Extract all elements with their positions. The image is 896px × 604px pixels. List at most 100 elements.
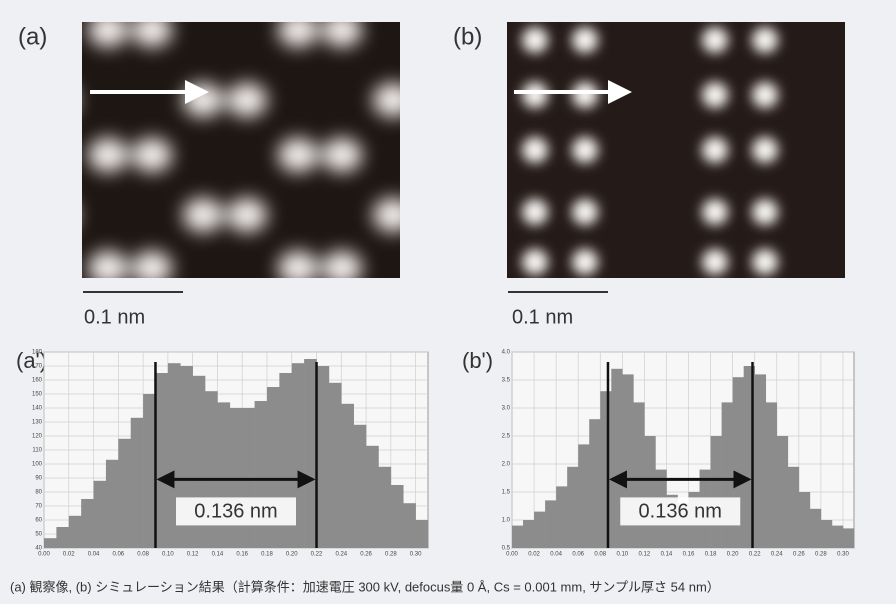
y-tick-label: 1.0 xyxy=(502,518,511,524)
x-tick-label: 0.08 xyxy=(594,552,606,558)
blob xyxy=(183,198,223,232)
y-tick-label: 120 xyxy=(32,434,43,440)
blob xyxy=(373,198,413,232)
x-tick-label: 0.30 xyxy=(410,552,422,558)
bar xyxy=(512,526,523,548)
y-tick-label: 170 xyxy=(32,364,43,370)
annotation: 0.136 nm xyxy=(639,501,722,523)
bar xyxy=(69,516,82,548)
bar xyxy=(354,425,367,548)
bar xyxy=(106,460,119,548)
blob xyxy=(702,82,728,108)
x-tick-label: 0.20 xyxy=(286,552,298,558)
x-tick-label: 0.14 xyxy=(661,552,673,558)
blob xyxy=(572,249,598,275)
x-tick-label: 0.00 xyxy=(38,552,50,558)
blob xyxy=(522,82,548,108)
blob xyxy=(882,82,896,108)
bar xyxy=(255,401,268,548)
bar xyxy=(589,419,600,548)
blob xyxy=(132,251,172,285)
bar xyxy=(94,481,107,548)
blob xyxy=(88,251,128,285)
x-tick-label: 0.28 xyxy=(815,552,827,558)
blob xyxy=(882,199,896,225)
blob xyxy=(132,13,172,47)
bar xyxy=(600,391,611,548)
simulated-image xyxy=(342,22,896,278)
x-tick-label: 0.12 xyxy=(639,552,651,558)
bar xyxy=(567,467,578,548)
bar xyxy=(821,520,832,548)
blob xyxy=(752,199,778,225)
x-tick-label: 0.06 xyxy=(112,552,124,558)
y-tick-label: 90 xyxy=(35,476,42,482)
bar xyxy=(131,418,144,548)
bar xyxy=(711,436,722,548)
y-tick-label: 40 xyxy=(35,546,42,552)
blob xyxy=(522,137,548,163)
blob xyxy=(882,249,896,275)
x-tick-label: 0.00 xyxy=(506,552,518,558)
bar xyxy=(523,520,534,548)
y-tick-label: 180 xyxy=(32,350,43,356)
bar xyxy=(578,444,589,548)
y-tick-label: 130 xyxy=(32,420,43,426)
blob xyxy=(572,82,598,108)
blob xyxy=(468,138,508,172)
bar xyxy=(755,374,766,548)
blob xyxy=(88,138,128,172)
y-tick-label: 100 xyxy=(32,462,43,468)
bar xyxy=(304,359,317,548)
y-tick-label: 60 xyxy=(35,518,42,524)
bar xyxy=(633,402,644,548)
bar xyxy=(534,512,545,548)
x-tick-label: 0.28 xyxy=(385,552,397,558)
x-tick-label: 0.22 xyxy=(311,552,323,558)
x-tick-label: 0.02 xyxy=(528,552,540,558)
y-tick-label: 140 xyxy=(32,406,43,412)
x-tick-label: 0.16 xyxy=(683,552,695,558)
blob xyxy=(373,83,413,117)
x-tick-label: 0.26 xyxy=(793,552,805,558)
bar xyxy=(118,439,131,548)
x-tick-label: 0.16 xyxy=(236,552,248,558)
blob xyxy=(702,27,728,53)
y-tick-label: 80 xyxy=(35,490,42,496)
blob xyxy=(417,198,457,232)
blob xyxy=(37,83,77,117)
bar xyxy=(317,366,330,548)
blob xyxy=(702,249,728,275)
scale-label: 0.1 nm xyxy=(84,306,145,328)
bar xyxy=(403,503,416,548)
blob xyxy=(183,83,223,117)
bar xyxy=(217,402,230,548)
y-tick-label: 50 xyxy=(35,532,42,538)
bar xyxy=(799,492,810,548)
scale-label: 0.1 nm xyxy=(512,306,573,328)
blob xyxy=(278,138,318,172)
bar xyxy=(378,467,391,548)
bar xyxy=(44,538,57,548)
x-tick-label: 0.26 xyxy=(360,552,372,558)
y-tick-label: 1.5 xyxy=(502,490,511,496)
y-tick-label: 70 xyxy=(35,504,42,510)
blob xyxy=(227,198,267,232)
bar xyxy=(391,485,404,548)
x-tick-label: 0.24 xyxy=(335,552,347,558)
y-tick-label: 3.0 xyxy=(502,406,511,412)
panel-label: (a) xyxy=(18,23,47,50)
blob xyxy=(227,83,267,117)
x-tick-label: 0.30 xyxy=(837,552,849,558)
blob xyxy=(417,83,457,117)
blob xyxy=(88,13,128,47)
blob xyxy=(322,251,362,285)
annotation: 0.136 nm xyxy=(194,501,277,523)
x-tick-label: 0.18 xyxy=(261,552,273,558)
blob xyxy=(322,13,362,47)
bar xyxy=(788,467,799,548)
bar xyxy=(766,402,777,548)
caption: (a) 観察像, (b) シミュレーション結果（計算条件：加速電圧 300 kV… xyxy=(10,579,720,594)
blob xyxy=(702,199,728,225)
bar xyxy=(81,499,94,548)
